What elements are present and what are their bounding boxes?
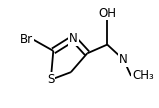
Text: CH₃: CH₃ [132, 69, 154, 82]
Text: Br: Br [20, 33, 33, 46]
Text: S: S [47, 73, 55, 86]
Text: N: N [69, 32, 78, 45]
Text: N: N [119, 53, 128, 66]
Text: OH: OH [98, 6, 116, 20]
